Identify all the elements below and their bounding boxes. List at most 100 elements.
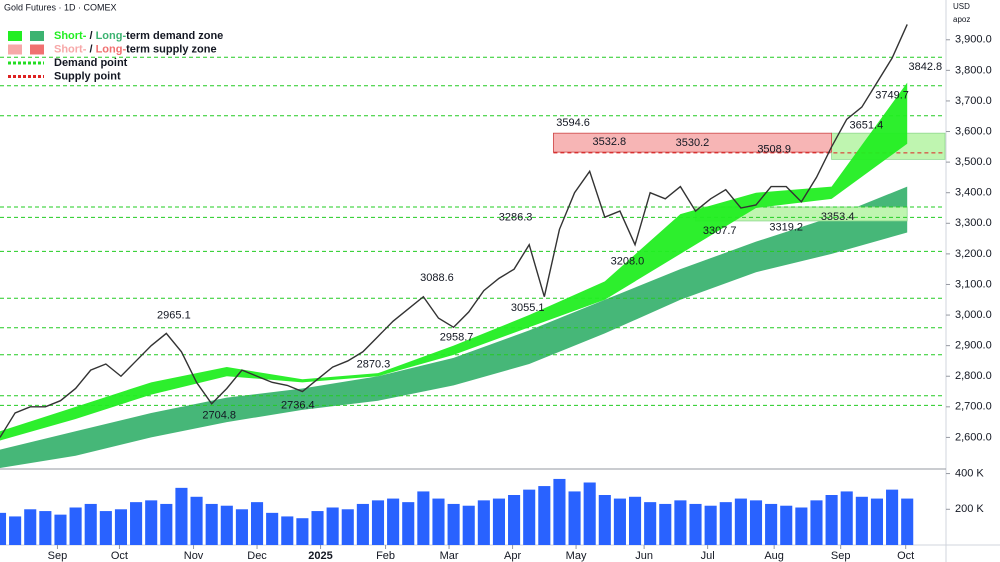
- price-annotation: 3208.0: [611, 255, 645, 267]
- volume-bar: [689, 503, 702, 545]
- price-annotation: 3594.6: [556, 117, 590, 129]
- scale-mode[interactable]: apoz: [953, 15, 970, 24]
- volume-bar: [371, 500, 385, 545]
- volume-bar: [734, 498, 747, 545]
- volume-bar: [39, 511, 52, 545]
- volume-bar: [356, 503, 369, 545]
- x-tick-label: Dec: [247, 550, 267, 562]
- volume-bar: [749, 500, 763, 545]
- y-tick-label: 2,700.0: [955, 401, 992, 413]
- y-tick-label: 3,100.0: [955, 278, 992, 290]
- volume-bar: [296, 518, 309, 545]
- price-annotation: 3286.3: [499, 211, 533, 223]
- volume-bar: [114, 509, 128, 545]
- volume-bar: [492, 498, 506, 545]
- legend-text: /: [86, 30, 95, 42]
- volume-bar: [9, 516, 22, 545]
- volume-bar: [0, 512, 7, 545]
- price-annotation: 2965.1: [157, 310, 191, 322]
- volume-bar: [538, 486, 551, 545]
- volume-bar: [447, 503, 460, 545]
- legend-text: term supply zone: [126, 43, 216, 55]
- volume-bar: [508, 495, 521, 545]
- volume-bar: [523, 489, 536, 545]
- volume-bar: [402, 502, 415, 545]
- x-tick-label: Apr: [504, 550, 521, 562]
- short-term-demand-band: [0, 82, 908, 441]
- volume-bar: [886, 489, 899, 545]
- x-tick-label: Feb: [376, 550, 395, 562]
- price-annotation: 3353.4: [821, 211, 855, 223]
- y-tick-label: 200 K: [955, 503, 984, 515]
- volume-bar: [553, 478, 566, 545]
- volume-bar: [130, 502, 143, 545]
- volume-bar: [281, 516, 294, 545]
- volume-bar: [266, 512, 279, 545]
- volume-bar: [84, 503, 97, 545]
- volume-bar: [870, 498, 884, 545]
- price-annotation: 3842.8: [909, 61, 943, 73]
- y-tick-label: 3,400.0: [955, 187, 992, 199]
- price-annotation: 3651.4: [850, 120, 884, 132]
- volume-bar: [387, 498, 400, 545]
- price-annotation: 3088.6: [420, 272, 454, 284]
- x-tick-label: Oct: [897, 550, 914, 562]
- volume-bar: [69, 507, 82, 545]
- volume-bar: [719, 502, 732, 545]
- volume-bar: [326, 507, 339, 545]
- x-tick-label: Mar: [440, 550, 459, 562]
- y-tick-label: 3,700.0: [955, 95, 992, 107]
- legend-text: Short-: [54, 30, 87, 42]
- price-annotation: 3749.7: [875, 90, 909, 102]
- volume-bar: [235, 509, 248, 545]
- volume-bar: [462, 505, 475, 545]
- volume-bar: [311, 511, 324, 545]
- price-annotation: 3532.8: [593, 136, 627, 148]
- x-tick-label: Jul: [701, 550, 715, 562]
- price-annotation: 2736.4: [281, 400, 315, 412]
- legend-text: Long-: [96, 30, 127, 42]
- price-annotation: 3508.9: [757, 143, 791, 155]
- volume-bar: [795, 507, 808, 545]
- volume-bar: [205, 503, 218, 545]
- chart-title: Gold Futures · 1D · COMEX: [4, 2, 117, 12]
- y-tick-label: 400 K: [955, 467, 984, 479]
- volume-bar: [568, 491, 581, 545]
- volume-bar: [160, 503, 173, 545]
- volume-bar: [99, 511, 112, 545]
- legend-swatch: [30, 44, 44, 55]
- price-annotation: 2958.7: [440, 332, 474, 344]
- x-tick-label: Aug: [764, 550, 784, 562]
- legend-text: /: [86, 43, 95, 55]
- x-tick-label: Sep: [48, 550, 68, 562]
- volume-bar: [628, 496, 642, 545]
- y-tick-label: 3,900.0: [955, 34, 992, 46]
- volume-bar: [175, 487, 188, 545]
- y-tick-label: 3,600.0: [955, 125, 992, 137]
- legend-text: term demand zone: [126, 30, 223, 42]
- volume-bar: [840, 491, 853, 545]
- y-tick-label: 3,300.0: [955, 217, 992, 229]
- x-tick-label: Oct: [111, 550, 128, 562]
- y-tick-label: 2,900.0: [955, 340, 992, 352]
- volume-bar: [54, 514, 67, 545]
- volume-bar: [220, 505, 233, 545]
- volume-bar: [765, 503, 778, 545]
- x-tick-label: 2025: [308, 550, 332, 562]
- legend-text: Short-: [54, 43, 87, 55]
- x-tick-label: Nov: [184, 550, 204, 562]
- supply-zone: [552, 132, 833, 153]
- volume-bar: [901, 498, 914, 545]
- legend-label: Demand point: [54, 57, 128, 69]
- price-annotation: 2870.3: [357, 359, 391, 371]
- volume-bar: [417, 491, 430, 545]
- x-tick-label: Sep: [831, 550, 851, 562]
- price-line: [0, 24, 908, 438]
- volume-bar: [613, 498, 626, 545]
- y-tick-label: 2,800.0: [955, 370, 992, 382]
- long-term-demand-band: [0, 186, 908, 468]
- volume-bar: [810, 500, 823, 545]
- volume-bar: [190, 496, 203, 545]
